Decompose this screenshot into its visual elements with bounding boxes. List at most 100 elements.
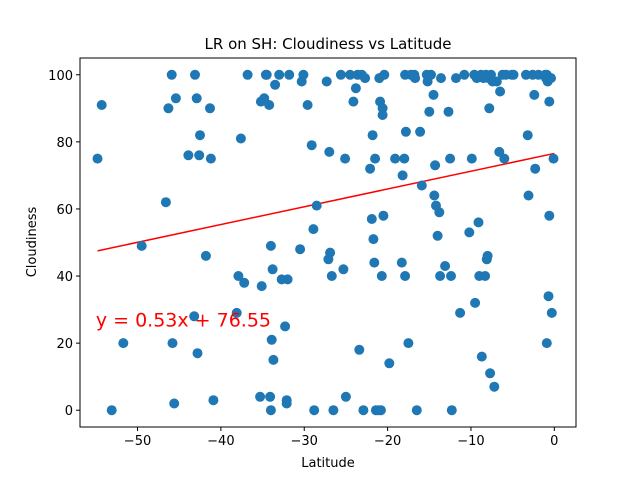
data-point: [326, 271, 337, 281]
data-point: [548, 153, 559, 164]
data-point: [432, 230, 443, 241]
data-point: [338, 264, 349, 275]
y-tick-label: 40: [56, 270, 73, 285]
data-point: [455, 307, 466, 318]
data-point: [378, 210, 389, 221]
data-point: [335, 69, 346, 80]
data-point: [546, 73, 556, 84]
data-point: [377, 110, 388, 120]
x-tick-label: −50: [124, 434, 151, 449]
x-tick-label: −20: [374, 434, 401, 449]
data-point: [369, 257, 380, 268]
data-point: [360, 73, 371, 84]
data-point: [183, 150, 194, 161]
data-point: [270, 79, 281, 90]
data-point: [261, 69, 272, 80]
data-point: [191, 93, 202, 104]
data-point: [543, 291, 554, 302]
data-point: [190, 69, 200, 80]
data-point: [268, 354, 279, 365]
data-point: [233, 271, 244, 281]
data-point: [348, 96, 359, 107]
points-layer: [92, 69, 559, 416]
x-tick-label: −10: [457, 434, 484, 449]
data-point: [194, 150, 205, 161]
data-point: [376, 271, 387, 281]
data-point: [430, 160, 441, 171]
data-point: [365, 163, 376, 174]
data-point: [476, 351, 487, 362]
data-point: [280, 321, 291, 332]
data-point: [350, 83, 361, 94]
data-point: [282, 274, 293, 285]
data-point: [136, 240, 147, 251]
data-point: [451, 73, 461, 84]
data-point: [523, 190, 534, 201]
data-point: [166, 69, 177, 80]
data-point: [400, 126, 411, 137]
data-point: [529, 89, 540, 100]
data-point: [434, 207, 445, 218]
y-tick-label: 0: [65, 404, 73, 419]
data-point: [473, 217, 484, 228]
data-point: [200, 250, 211, 261]
data-point: [410, 73, 421, 84]
data-point: [428, 89, 439, 100]
data-point: [443, 106, 454, 117]
data-point: [482, 250, 493, 261]
regression-layer: [97, 152, 555, 252]
data-point: [495, 86, 506, 97]
data-point: [106, 405, 117, 416]
data-point: [484, 103, 495, 114]
data-point: [239, 277, 250, 288]
data-point: [446, 271, 456, 281]
data-point: [459, 69, 470, 80]
data-point: [530, 163, 541, 174]
data-point: [205, 103, 215, 114]
data-point: [298, 69, 309, 80]
data-point: [118, 338, 129, 349]
data-point: [522, 130, 533, 141]
data-point: [96, 100, 107, 110]
data-point: [311, 200, 322, 211]
data-point: [358, 405, 369, 416]
data-point: [274, 69, 285, 80]
data-point: [160, 197, 171, 208]
data-point: [384, 358, 395, 369]
data-point: [345, 69, 356, 80]
y-tick-label: 100: [48, 69, 73, 84]
y-tick-label: 20: [56, 337, 73, 352]
data-point: [397, 170, 408, 181]
data-point: [446, 405, 457, 416]
data-point: [354, 344, 365, 355]
data-point: [169, 398, 180, 409]
data-point: [325, 247, 336, 258]
data-point: [485, 368, 496, 379]
data-point: [163, 103, 174, 114]
data-point: [340, 153, 351, 164]
data-point: [368, 234, 379, 245]
data-point: [399, 153, 410, 164]
data-point: [546, 307, 557, 318]
data-point: [308, 224, 319, 235]
data-point: [235, 133, 246, 144]
data-point: [375, 405, 386, 416]
x-tick-label: −40: [207, 434, 234, 449]
data-point: [265, 391, 276, 402]
data-point: [415, 126, 426, 137]
data-point: [281, 398, 292, 409]
data-point: [208, 395, 219, 406]
data-point: [379, 69, 390, 80]
regression-line: [97, 152, 555, 252]
data-point: [192, 348, 203, 359]
data-point: [426, 69, 436, 80]
axes-frame: [79, 57, 577, 428]
data-point: [340, 391, 351, 402]
data-point: [295, 244, 306, 255]
data-point: [231, 307, 242, 318]
x-axis-label: Latitude: [301, 456, 355, 471]
data-point: [264, 100, 275, 110]
data-point: [256, 281, 267, 292]
